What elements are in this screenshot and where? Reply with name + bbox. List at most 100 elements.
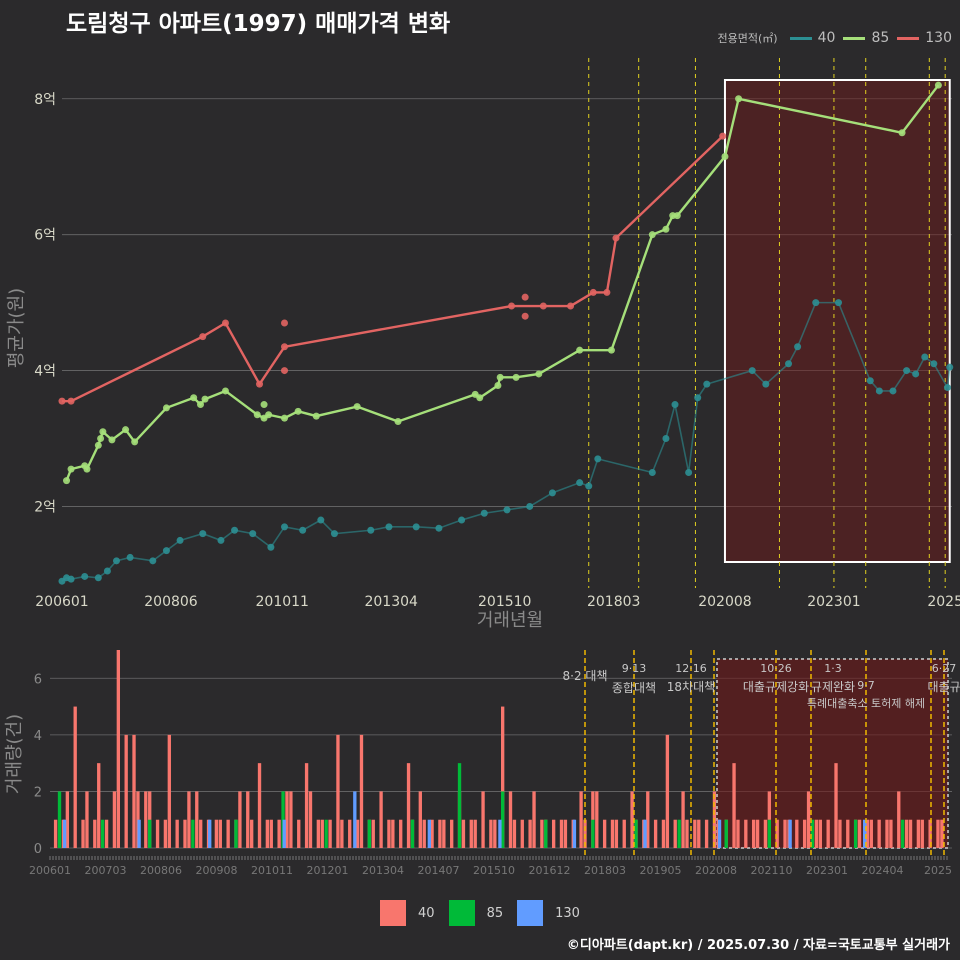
series-line-130 (62, 135, 724, 403)
bar-40 (73, 706, 77, 848)
data-point-130 (281, 319, 288, 327)
data-point-85 (494, 382, 502, 390)
bottom-legend: 40 85 130 (0, 900, 960, 926)
data-point-40 (249, 530, 257, 538)
data-point-85 (934, 81, 942, 89)
legend-title: 전용면적(㎡) (717, 32, 778, 45)
bar-40 (528, 819, 532, 848)
bar-x-tick-label: 201803 (584, 864, 626, 877)
data-point-40 (834, 299, 842, 307)
bar-x-tick-label: 201510 (473, 864, 515, 877)
bar-x-tick-label: 200806 (140, 864, 182, 877)
bar-40 (163, 819, 168, 848)
data-point-40 (548, 489, 556, 497)
policy-annotation-label: 특례대출축소 토허제 해제 (807, 696, 925, 710)
bar-40 (195, 791, 199, 848)
data-point-40 (594, 455, 602, 463)
data-point-40 (685, 468, 693, 476)
bar-40 (418, 791, 422, 848)
bar-40 (681, 791, 685, 848)
data-point-85 (83, 465, 91, 473)
x-tick-label: 200806 (144, 594, 198, 610)
bar-40 (744, 819, 748, 848)
bar-legend-label-40: 40 (418, 905, 435, 921)
data-point-40 (199, 530, 207, 538)
bar-40 (653, 819, 658, 848)
bar-40 (399, 819, 403, 848)
data-point-85 (648, 231, 656, 239)
data-point-130 (521, 312, 529, 320)
bar-40 (928, 819, 932, 848)
bar-legend-swatch-40 (380, 900, 407, 926)
bar-40 (297, 819, 301, 848)
bar-40 (238, 791, 242, 848)
bar-40 (116, 650, 121, 848)
bar-40 (481, 791, 485, 848)
legend-label-130: 130 (925, 30, 952, 46)
highlight-box (723, 79, 951, 563)
bar-x-tick-label: 201905 (640, 864, 682, 877)
bar-85 (367, 819, 371, 848)
policy-annotation-date: 6·27 (932, 662, 957, 675)
bar-40 (285, 791, 289, 848)
bar-130 (137, 819, 141, 848)
bar-40 (473, 819, 477, 848)
data-point-130 (589, 288, 597, 296)
bar-40 (183, 819, 187, 848)
bar-40 (579, 791, 583, 848)
bar-85 (324, 819, 328, 848)
data-point-85 (201, 395, 209, 403)
data-point-85 (673, 212, 681, 220)
bar-85 (724, 819, 728, 848)
bar-40 (304, 763, 309, 848)
bar-40 (685, 819, 689, 848)
bar-40 (359, 734, 364, 848)
bar-40 (610, 819, 615, 848)
data-point-40 (435, 524, 443, 532)
bar-40 (308, 791, 313, 848)
bar-40 (838, 819, 842, 848)
bar-130 (643, 819, 647, 848)
bar-130 (62, 819, 67, 848)
bar-85 (234, 819, 238, 848)
bar-40 (65, 791, 70, 848)
bar-130 (717, 819, 722, 848)
data-point-130 (281, 367, 288, 375)
bar-40 (614, 819, 619, 848)
policy-annotation-label: 규제완화 (811, 680, 855, 694)
data-point-40 (576, 479, 584, 487)
bar-legend-item-85: 85 (448, 900, 503, 926)
bar-40 (908, 819, 913, 848)
bar-40 (936, 819, 940, 848)
data-point-40 (662, 435, 670, 443)
data-point-40 (317, 516, 325, 524)
data-point-40 (412, 523, 420, 531)
policy-annotation-label: 대출규제강화 (743, 680, 809, 694)
bar-40 (320, 819, 324, 848)
bar-40 (532, 791, 536, 848)
data-point-130 (199, 333, 207, 341)
bar-40 (316, 819, 321, 848)
data-point-130 (567, 302, 575, 310)
data-point-85 (281, 414, 288, 422)
data-point-85 (394, 418, 402, 426)
data-point-40 (103, 567, 111, 575)
bar-40 (885, 819, 889, 848)
bar-x-tick-label: 2025 (924, 864, 952, 877)
bar-40 (430, 819, 434, 848)
bar-40 (132, 734, 136, 848)
data-point-40 (385, 523, 393, 531)
bar-40 (501, 706, 505, 848)
legend-swatch-40 (789, 36, 812, 40)
bar-40 (199, 819, 203, 848)
bar-85 (501, 791, 505, 848)
data-point-40 (94, 574, 102, 582)
x-tick-label: 202301 (807, 594, 860, 610)
bar-40 (438, 819, 442, 848)
data-point-85 (122, 426, 130, 434)
bar-legend-label-130: 130 (555, 905, 580, 921)
x-tick-label: 202008 (698, 594, 751, 610)
bar-40 (814, 819, 819, 848)
bar-40 (646, 791, 650, 848)
data-point-130 (521, 293, 529, 301)
